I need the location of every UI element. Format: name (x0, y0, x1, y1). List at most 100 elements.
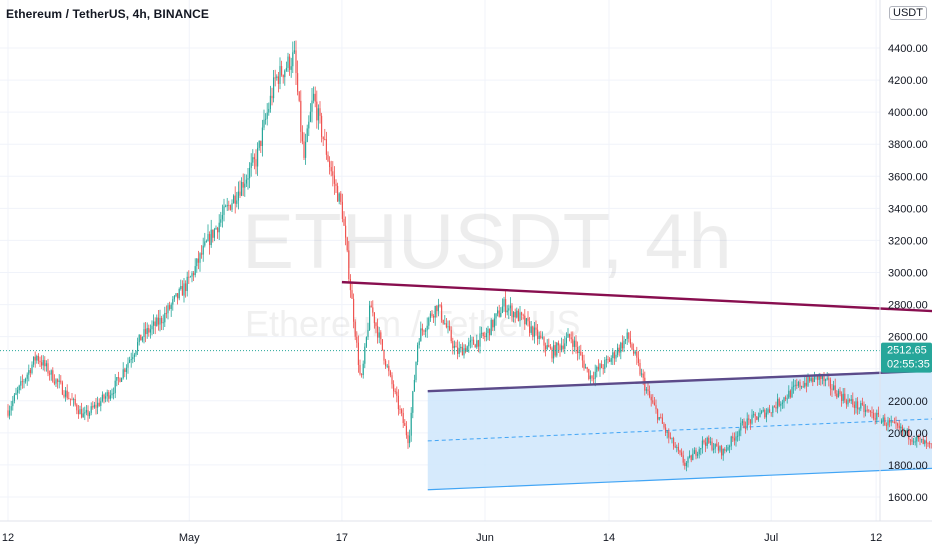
candle-body (650, 396, 652, 401)
candle-body (514, 312, 516, 318)
candle-body (437, 304, 439, 312)
candle-body (505, 299, 507, 313)
candle-body (874, 418, 876, 420)
candle-body (740, 422, 742, 431)
candle-body (503, 299, 505, 307)
candle-body (301, 131, 303, 142)
candle-body (748, 418, 750, 420)
candle-body (295, 50, 297, 74)
candle-body (129, 360, 131, 363)
candle-body (453, 345, 455, 349)
candle-body (207, 234, 209, 242)
candle-body (681, 452, 683, 456)
candle-body (37, 355, 39, 361)
candle-body (7, 410, 9, 416)
candle-body (772, 406, 774, 413)
candle-body (133, 354, 135, 358)
candle-body (292, 52, 294, 67)
candle-body (106, 392, 108, 397)
candle-body (482, 332, 484, 337)
candle-body (404, 423, 406, 426)
candle-body (116, 377, 118, 381)
price-tick-label: 2600.00 (888, 332, 928, 344)
candle-body (541, 337, 543, 339)
candle-body (537, 329, 539, 339)
candle-body (332, 171, 334, 176)
candle-body (273, 77, 275, 99)
candle-body (39, 360, 41, 363)
candle-body (276, 76, 278, 78)
candle-body (361, 374, 363, 376)
candle-body (863, 404, 865, 412)
candle-body (225, 206, 227, 208)
candle-body (258, 140, 260, 148)
candle-body (63, 394, 65, 397)
candle-body (569, 334, 571, 338)
candle-body (580, 351, 582, 356)
candle-body (855, 401, 857, 409)
candle-body (114, 380, 116, 394)
candle-body (279, 66, 281, 84)
candle-body (452, 341, 454, 349)
candle-body (402, 412, 404, 424)
candle-body (442, 319, 444, 324)
candle-body (297, 73, 299, 92)
candle-body (657, 409, 659, 420)
time-axis[interactable]: 12May17Jun14Jul12Aug16Sep (0, 520, 932, 544)
candle-body (162, 322, 164, 324)
candle-body (84, 412, 86, 414)
candle-body (801, 386, 803, 388)
candle-body (173, 296, 175, 300)
candle-body (913, 441, 915, 443)
candle-body (127, 362, 129, 368)
candle-body (10, 406, 12, 411)
candle-body (633, 349, 635, 354)
candle-body (180, 286, 182, 289)
bar-countdown: 02:55:35 (887, 359, 930, 371)
candle-body (42, 360, 44, 366)
candle-body (170, 304, 172, 309)
candle-body (930, 443, 932, 445)
candle-body (380, 332, 382, 340)
candle-body (274, 77, 276, 79)
candle-body (679, 450, 681, 453)
candle-body (441, 305, 443, 320)
drawings[interactable] (0, 280, 932, 393)
candle-body (418, 341, 420, 346)
candle-body (76, 404, 78, 411)
symbol-title[interactable]: Ethereum / TetherUS, 4h, BINANCE (6, 7, 210, 21)
candle-body (713, 448, 715, 450)
candle-body (370, 305, 372, 308)
candle-body (34, 356, 36, 361)
candle-body (485, 333, 487, 338)
time-tick-label: 12 (2, 532, 14, 544)
candle-body (53, 381, 55, 384)
candle-body (439, 304, 441, 306)
candle-body (407, 435, 409, 444)
candle-body (28, 370, 30, 375)
candle-body (908, 429, 910, 440)
candle-body (561, 345, 563, 351)
candle-body (101, 394, 103, 402)
candle-body (524, 315, 526, 325)
candle-body (607, 359, 609, 361)
candle-body (161, 317, 163, 324)
candle-body (365, 337, 367, 347)
candle-body (253, 157, 255, 160)
currency-badge[interactable]: USDT (889, 6, 927, 20)
candle-body (741, 421, 743, 423)
candle-body (877, 412, 879, 415)
time-tick-label: 14 (603, 532, 615, 544)
candle-body (548, 345, 550, 348)
price-tick-label: 3000.00 (888, 268, 928, 280)
candle-body (284, 70, 286, 78)
candle-body (45, 363, 47, 367)
resistance-trendline (341, 280, 932, 313)
candle-body (316, 101, 318, 121)
candle-body (737, 435, 739, 437)
candle-body (570, 337, 572, 340)
candle-body (95, 404, 97, 408)
parallel-channel[interactable] (427, 357, 932, 491)
